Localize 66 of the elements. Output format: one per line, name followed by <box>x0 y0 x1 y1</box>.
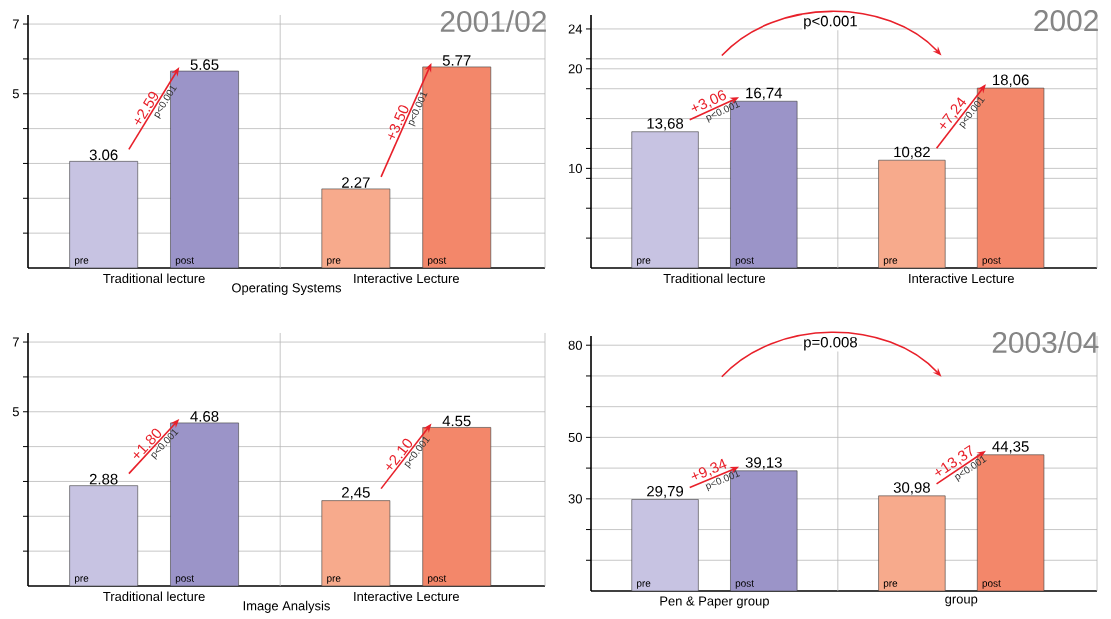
bar <box>878 495 946 592</box>
x-tick-label: Interactive Lecture <box>354 273 459 284</box>
text: pre <box>883 581 898 589</box>
x-tick-label: Traditional lecture <box>103 591 205 602</box>
data-label: 2.27 <box>342 177 370 188</box>
data-label: 2,45 <box>342 487 370 500</box>
series-label: post <box>175 575 194 584</box>
y-tick-label: 5 <box>12 407 19 417</box>
text: pre <box>327 258 341 266</box>
data-label: 16,74 <box>746 87 783 101</box>
bar <box>631 131 699 269</box>
y-tick-label: 20 <box>568 64 582 74</box>
bar <box>321 500 391 587</box>
text: pre <box>327 576 341 584</box>
data-label: 39,13 <box>745 457 782 470</box>
series-label: pre <box>74 576 89 584</box>
text: post <box>428 575 447 584</box>
annotation: +3.50 <box>388 105 409 140</box>
bar <box>631 499 699 592</box>
data-label: 5.65 <box>190 59 219 70</box>
x-tick-label: Traditional lecture <box>103 273 205 284</box>
chart-title: 2003/04 <box>992 331 1099 354</box>
text: post <box>982 580 1001 589</box>
data-label: 18,06 <box>993 74 1029 87</box>
x-tick-label: Traditional lecture <box>663 273 766 284</box>
y-tick-label: 5 <box>12 89 19 99</box>
y-tick-label: 7 <box>12 337 19 347</box>
chart-title: 2001/02 <box>440 10 546 33</box>
y-tick-label: 50 <box>568 432 582 442</box>
x-axis-title: Image Analysis <box>243 600 330 613</box>
y-tick-label: 10 <box>569 163 582 173</box>
text: pre <box>883 258 898 266</box>
data-label: 4.55 <box>442 415 471 427</box>
data-label: 13,68 <box>647 118 684 131</box>
data-label: 29,79 <box>647 485 684 499</box>
chart-title: 2002 <box>1034 10 1098 32</box>
bar <box>69 485 139 587</box>
x-tick-label: Interactive Lecture <box>354 591 459 602</box>
y-tick-label: 7 <box>12 19 19 29</box>
data-label: 4.68 <box>190 411 219 422</box>
x-tick-label: Interactive Lecture <box>909 273 1014 284</box>
data-label: 3.06 <box>89 149 118 161</box>
x-tick-label: Pen & Paper group <box>660 596 769 609</box>
data-label: 2.88 <box>89 473 118 485</box>
x-axis-title: Operating Systems <box>232 282 342 295</box>
y-tick-label: 80 <box>568 340 582 350</box>
bar <box>321 188 391 269</box>
text: post <box>982 257 1001 266</box>
y-tick-label: 24 <box>568 24 583 34</box>
series-label: post <box>735 257 754 266</box>
series-label: post <box>175 257 194 266</box>
bar <box>878 159 946 269</box>
bar <box>69 161 139 269</box>
text: post <box>428 257 447 266</box>
y-tick-label: 30 <box>568 494 582 504</box>
data-label: 5.77 <box>442 55 471 66</box>
series-label: pre <box>637 581 651 589</box>
series-label: pre <box>637 258 651 266</box>
series-label: post <box>735 580 754 589</box>
x-tick-label: group <box>945 596 978 607</box>
series-label: pre <box>74 258 89 266</box>
annotation: p<0.001 <box>804 15 857 30</box>
data-label: 44,35 <box>992 441 1029 454</box>
data-label: 30,98 <box>893 482 930 495</box>
annotation: p=0.008 <box>804 336 857 351</box>
data-label: 10,82 <box>894 146 930 160</box>
